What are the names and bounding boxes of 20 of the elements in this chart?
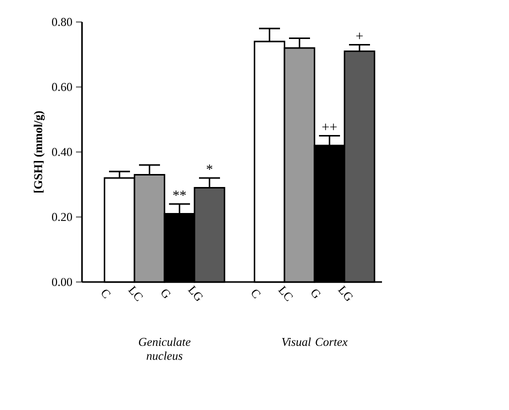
y-tick-label: 0.00 [52,278,72,286]
y-tick-label: 0.60 [52,82,72,92]
y-axis-title: [GSH] (mmol/g) [34,111,45,192]
x-tick-label: Visual Cortex [282,338,348,346]
text: LG [188,285,203,302]
x-tick-label: Geniculate nucleus [138,338,190,360]
y-tick-label: 0.80 [52,18,72,26]
text: LG [338,285,353,302]
data-label: ** [173,190,186,196]
data-label: ++ [322,124,337,130]
text: LC [278,285,293,302]
text: C [252,290,261,298]
data-label: * [206,164,212,170]
text: G [312,289,320,298]
text: C [102,290,111,298]
y-tick-label: 0.20 [52,212,72,222]
data-label: + [356,32,363,40]
text: LC [128,285,143,302]
text: G [162,289,170,298]
y-tick-label: 0.40 [52,148,72,156]
